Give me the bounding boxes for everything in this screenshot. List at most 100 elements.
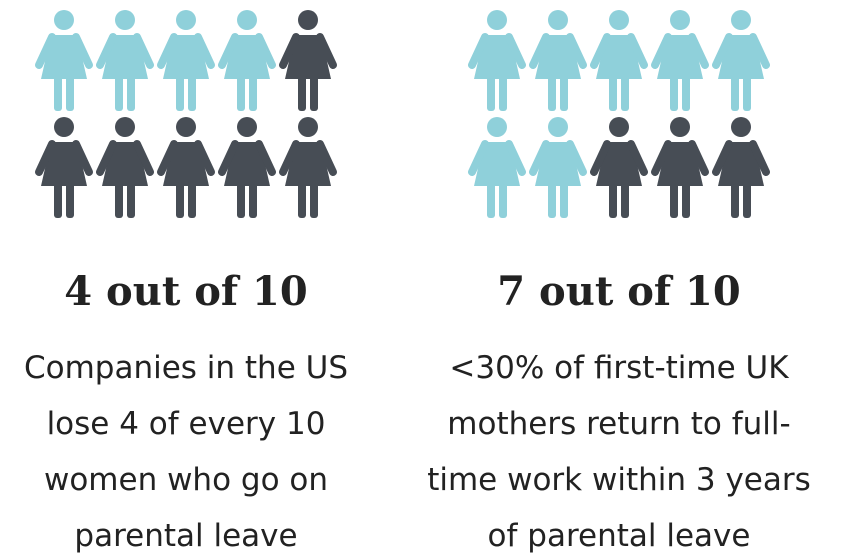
head bbox=[609, 10, 629, 30]
head bbox=[609, 117, 629, 137]
person-icon bbox=[468, 10, 526, 111]
head bbox=[115, 10, 135, 30]
leg bbox=[298, 75, 306, 111]
head bbox=[487, 117, 507, 137]
arms bbox=[218, 140, 276, 176]
head bbox=[548, 117, 568, 137]
arms bbox=[96, 140, 154, 176]
leg bbox=[298, 182, 306, 218]
person-icon bbox=[218, 117, 276, 218]
person-icon bbox=[157, 117, 215, 218]
leg bbox=[609, 75, 617, 111]
person-icon bbox=[590, 117, 648, 218]
dress bbox=[474, 142, 520, 186]
head bbox=[237, 10, 257, 30]
arms bbox=[468, 33, 526, 69]
arms bbox=[157, 140, 215, 176]
dress bbox=[285, 35, 331, 79]
head bbox=[176, 10, 196, 30]
leg bbox=[560, 75, 568, 111]
arms bbox=[529, 140, 587, 176]
head bbox=[298, 117, 318, 137]
head bbox=[731, 117, 751, 137]
person-icon bbox=[279, 117, 337, 218]
head bbox=[237, 117, 257, 137]
leg bbox=[560, 182, 568, 218]
dress bbox=[535, 35, 581, 79]
person-icon bbox=[529, 117, 587, 218]
person-icon bbox=[712, 10, 770, 111]
dress bbox=[718, 35, 764, 79]
arms bbox=[35, 33, 93, 69]
person-icon bbox=[35, 117, 93, 218]
arms bbox=[590, 140, 648, 176]
head bbox=[731, 10, 751, 30]
leg bbox=[176, 75, 184, 111]
caption-line: lose 4 of every 10 bbox=[47, 406, 326, 442]
person-icon bbox=[529, 10, 587, 111]
leg bbox=[249, 75, 257, 111]
dress bbox=[163, 35, 209, 79]
arms bbox=[35, 140, 93, 176]
person-icon bbox=[651, 117, 709, 218]
arms bbox=[651, 140, 709, 176]
caption-line: parental leave bbox=[74, 518, 297, 554]
leg bbox=[176, 182, 184, 218]
leg bbox=[127, 75, 135, 111]
leg bbox=[66, 75, 74, 111]
dress bbox=[224, 142, 270, 186]
person-icon bbox=[96, 117, 154, 218]
leg bbox=[682, 182, 690, 218]
dress bbox=[535, 142, 581, 186]
head bbox=[670, 117, 690, 137]
arms bbox=[590, 33, 648, 69]
arms bbox=[651, 33, 709, 69]
head bbox=[548, 10, 568, 30]
dress bbox=[657, 142, 703, 186]
leg bbox=[499, 182, 507, 218]
leg bbox=[115, 182, 123, 218]
caption-line: <30% of first-time UK bbox=[449, 350, 789, 386]
arms bbox=[157, 33, 215, 69]
head bbox=[115, 117, 135, 137]
leg bbox=[621, 182, 629, 218]
caption-line: of parental leave bbox=[488, 518, 751, 554]
leg bbox=[743, 75, 751, 111]
leg bbox=[54, 182, 62, 218]
caption-line: mothers return to full- bbox=[447, 406, 790, 442]
leg bbox=[731, 75, 739, 111]
head bbox=[176, 117, 196, 137]
person-icon bbox=[712, 117, 770, 218]
arms bbox=[96, 33, 154, 69]
leg bbox=[743, 182, 751, 218]
leg bbox=[548, 75, 556, 111]
person-icon bbox=[157, 10, 215, 111]
dress bbox=[718, 142, 764, 186]
leg bbox=[487, 75, 495, 111]
arms bbox=[279, 140, 337, 176]
dress bbox=[474, 35, 520, 79]
leg bbox=[127, 182, 135, 218]
leg bbox=[609, 182, 617, 218]
head bbox=[298, 10, 318, 30]
leg bbox=[188, 75, 196, 111]
leg bbox=[731, 182, 739, 218]
arms bbox=[468, 140, 526, 176]
head bbox=[54, 10, 74, 30]
panel-title: 7 out of 10 bbox=[497, 268, 740, 315]
leg bbox=[621, 75, 629, 111]
panel-title: 4 out of 10 bbox=[64, 268, 307, 315]
person-icon bbox=[96, 10, 154, 111]
leg bbox=[548, 182, 556, 218]
person-icon bbox=[651, 10, 709, 111]
arms bbox=[529, 33, 587, 69]
person-icon bbox=[35, 10, 93, 111]
caption-line: Companies in the US bbox=[24, 350, 348, 386]
head bbox=[54, 117, 74, 137]
leg bbox=[310, 75, 318, 111]
dress bbox=[596, 35, 642, 79]
caption-line: time work within 3 years bbox=[427, 462, 811, 498]
caption-line: women who go on bbox=[44, 462, 328, 498]
leg bbox=[499, 75, 507, 111]
